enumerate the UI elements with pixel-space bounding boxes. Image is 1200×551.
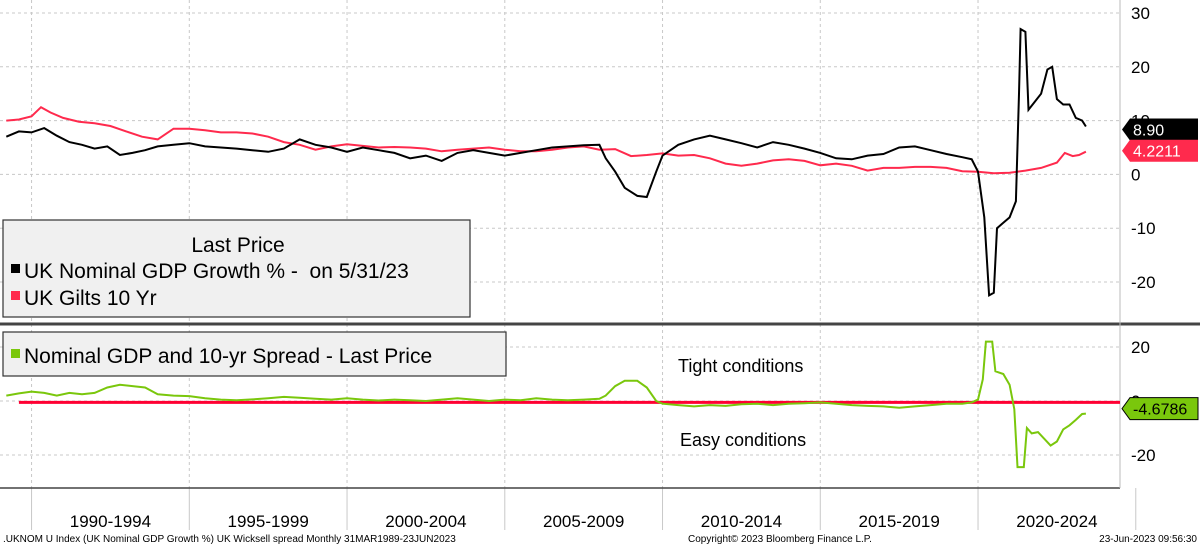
annotation-tight-conditions: Tight conditions [678, 356, 803, 376]
x-period-label: 1995-1999 [228, 512, 309, 531]
last-value-label-gdp: 8.90 [1133, 123, 1164, 140]
y-tick-label: -20 [1131, 273, 1156, 292]
y-tick-label: 20 [1131, 338, 1150, 357]
legend-label-gdp: UK Nominal GDP Growth % - on 5/31/23 [24, 260, 409, 283]
lower-legend: Nominal GDP and 10-yr Spread - Last Pric… [2, 331, 507, 377]
series-line-uk-nominal-gdp-growth [5, 27, 1087, 298]
footer-source: .UKNOM U Index (UK Nominal GDP Growth %)… [3, 534, 456, 545]
legend-swatch-gdp [11, 264, 20, 273]
y-tick-label: 0 [1131, 165, 1140, 184]
last-value-badge-gdp: 8.90 [1122, 118, 1198, 141]
legend-swatch-gilts [11, 291, 20, 300]
y-tick-label: 20 [1131, 58, 1150, 77]
y-tick-label: 30 [1131, 4, 1150, 23]
x-period-label: 2005-2009 [543, 512, 624, 531]
last-value-label-gilts: 4.2211 [1133, 144, 1181, 161]
x-gridlines [31, 0, 1137, 530]
upper-legend: Last Price UK Nominal GDP Growth % - on … [2, 219, 471, 318]
x-period-label: 2000-2004 [385, 512, 466, 531]
x-period-label: 1990-1994 [70, 512, 151, 531]
x-period-label: 2020-2024 [1016, 512, 1097, 531]
legend-swatch-spread [11, 349, 20, 358]
footer-copyright: Copyright© 2023 Bloomberg Finance L.P. [688, 534, 872, 545]
last-value-badge-spread: -4.6786 [1121, 397, 1199, 421]
x-period-label: 2015-2019 [858, 512, 939, 531]
y-tick-label: -10 [1131, 219, 1156, 238]
legend-label-spread: Nominal GDP and 10-yr Spread - Last Pric… [24, 345, 432, 368]
series-line-uk-gilts-10yr [6, 105, 1087, 175]
last-value-badge-gilts: 4.2211 [1122, 139, 1198, 162]
legend-label-gilts: UK Gilts 10 Yr [24, 287, 157, 310]
annotation-easy-conditions: Easy conditions [680, 430, 806, 450]
series-line-spread [6, 340, 1087, 469]
x-period-label: 2010-2014 [701, 512, 782, 531]
x-period-labels: 1990-1994 1995-1999 2000-2004 2005-2009 2010… [70, 512, 1098, 531]
footer-timestamp: 23-Jun-2023 09:56:30 [1099, 534, 1197, 545]
legend-title: Last Price [191, 234, 284, 257]
last-value-label-spread: -4.6786 [1133, 402, 1187, 419]
y-tick-label: -20 [1131, 446, 1156, 465]
